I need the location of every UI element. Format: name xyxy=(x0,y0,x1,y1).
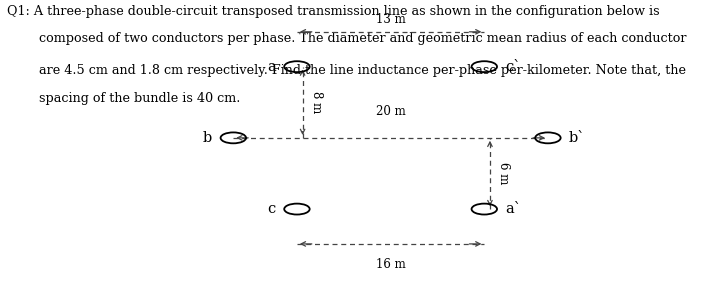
Text: composed of two conductors per phase. The diameter and geometric mean radius of : composed of two conductors per phase. Th… xyxy=(39,32,686,45)
Text: 16 m: 16 m xyxy=(375,258,406,271)
Text: a`: a` xyxy=(506,202,522,216)
Text: 13 m: 13 m xyxy=(375,13,406,26)
Text: c: c xyxy=(267,202,276,216)
Text: 8 m: 8 m xyxy=(310,91,322,113)
Text: spacing of the bundle is 40 cm.: spacing of the bundle is 40 cm. xyxy=(39,92,240,105)
Text: 20 m: 20 m xyxy=(375,105,406,118)
Text: 6 m: 6 m xyxy=(497,162,510,185)
Text: Q1: A three-phase double-circuit transposed transmission line as shown in the co: Q1: A three-phase double-circuit transpo… xyxy=(7,5,660,18)
Text: a: a xyxy=(267,60,276,74)
Text: are 4.5 cm and 1.8 cm respectively. Find the line inductance per-phase per-kilom: are 4.5 cm and 1.8 cm respectively. Find… xyxy=(39,64,686,77)
Text: b`: b` xyxy=(569,131,586,145)
Text: c`: c` xyxy=(506,60,521,74)
Text: b: b xyxy=(203,131,212,145)
